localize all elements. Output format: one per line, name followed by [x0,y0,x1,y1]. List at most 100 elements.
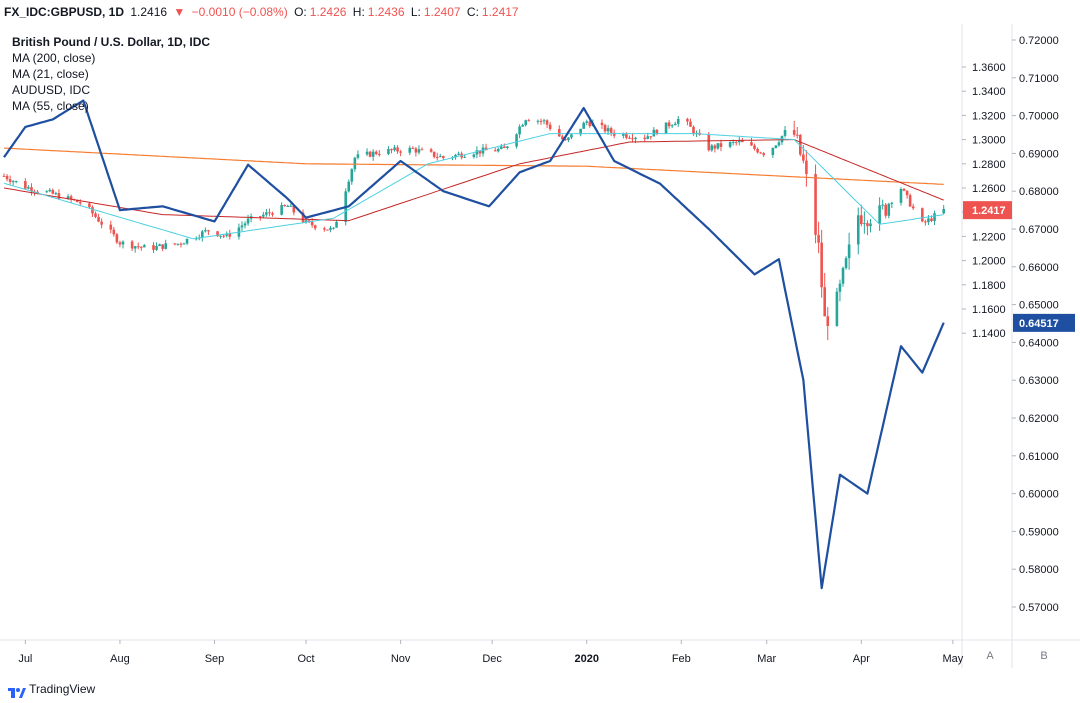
candle-body [759,152,762,154]
candle-body [841,267,845,284]
candle-body [606,128,610,132]
scale-b-button[interactable]: B [1040,650,1048,662]
candle-body [548,124,552,129]
candle-body [643,137,647,139]
candle-body [542,120,546,122]
candle-body [301,212,305,223]
candle-body [268,212,271,214]
candle-body [176,243,180,245]
candle-body [771,147,775,156]
candle-body [374,151,378,154]
legend-ma200[interactable]: MA (200, close) [12,51,96,65]
candle-body [390,149,393,151]
candle-body [246,218,250,224]
candle-body [161,244,164,249]
high-value: 1.2436 [367,5,405,19]
candle-body [741,140,744,143]
candle-body [860,215,863,225]
candle-body [432,151,436,157]
legend-ma21[interactable]: MA (21, close) [12,67,89,81]
gbpusd-tick-label: 1.2800 [972,159,1006,171]
candle-body [24,181,27,189]
candle-body [179,243,183,245]
candle-body [121,241,125,245]
candle-body [625,134,628,138]
candle-body [143,245,146,248]
candle-body [847,244,851,259]
candle-body [924,221,927,223]
candle-body [884,204,888,216]
month-tick-label: Apr [853,653,870,665]
candle-body [527,120,531,122]
candle-body [164,243,168,249]
candle-body [600,122,604,126]
candle-body [588,121,592,127]
candle-body [731,141,735,143]
candle-body [420,149,424,151]
audusd-tick-label: 0.59000 [1019,526,1059,538]
low-value: 1.2407 [423,5,461,19]
candle-body [878,205,881,224]
candle-body [371,151,375,157]
candle-body [69,196,73,200]
ma21-line [3,133,944,240]
audusd-tick-label: 0.66000 [1019,262,1059,274]
candle-body [582,122,585,129]
candle-body [286,205,290,207]
candle-body [756,148,759,153]
candle-body [408,147,412,153]
legend-ma55[interactable]: MA (55, close) [12,99,89,113]
candle-body [45,191,49,193]
audusd-tick-label: 0.64000 [1019,337,1059,349]
candle-body [429,149,433,152]
candle-body [506,146,509,149]
candle-body [133,246,137,249]
candle-body [66,196,70,199]
candle-body [216,231,219,237]
candle-body [14,181,18,183]
symbol-label[interactable]: FX_IDC:GBPUSD, 1D [4,5,125,19]
candle-body [777,142,781,146]
candle-body [457,153,460,155]
candle-body [438,156,442,158]
candle-body [646,136,650,139]
candle-body [472,154,476,157]
candle-body [265,212,268,215]
price-change: −0.0010 (−0.08%) [191,5,288,19]
candle-body [292,205,296,213]
candle-body [323,228,326,230]
candle-body [823,287,827,317]
audusd-price-label: 0.64517 [1019,318,1059,330]
candle-body [417,149,421,153]
candle-body [869,223,872,227]
candle-body [927,218,930,223]
tradingview-logo-icon [8,685,26,698]
legend-overlay[interactable]: AUDUSD, IDC [12,83,91,97]
open-value: 1.2426 [309,5,347,19]
candle-body [881,204,884,206]
high-label: H: [352,5,365,19]
candle-body [710,145,714,151]
candle-body [411,147,415,149]
candle-body [201,231,204,238]
candle-body [783,130,787,136]
candle-body [365,151,369,155]
candle-body [689,121,692,127]
auto-scale-button[interactable]: A [986,650,994,662]
low-label: L: [410,5,421,19]
candle-body [805,160,808,175]
candle-body [503,146,506,149]
gbpusd-price-tag [963,201,1012,220]
candle-body [243,223,247,226]
month-tick-label: Dec [482,653,502,665]
audusd-line [3,99,945,590]
candle-body [387,149,390,155]
candle-body [185,238,189,244]
candle-body [289,205,293,207]
ma55-line [3,139,944,222]
candle-body [478,150,482,154]
gbpusd-tick-label: 1.3000 [972,135,1006,147]
candle-body [753,145,756,149]
price-chart[interactable]: 1.3600 1.3400 1.3200 1.3000 1.2800 1.2600 1.24… [0,0,1080,680]
legend-title[interactable]: British Pound / U.S. Dollar, 1D, IDC [12,35,211,49]
